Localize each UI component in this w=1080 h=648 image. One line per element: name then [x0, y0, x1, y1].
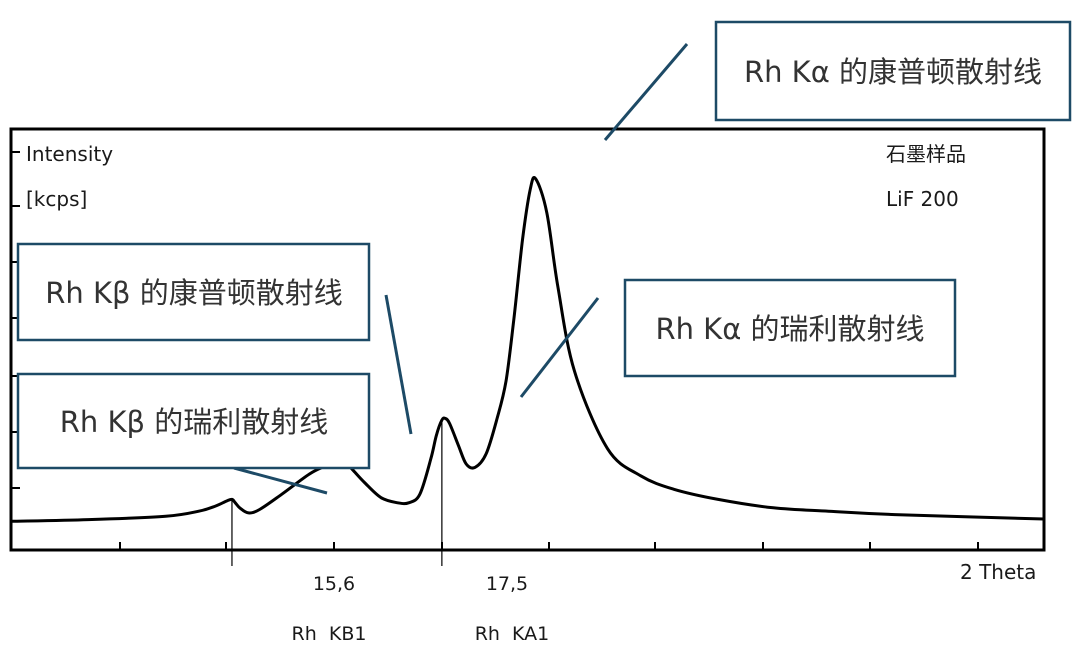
annotation-text: Rh Kα 的瑞利散射线 — [655, 312, 924, 346]
x-axis-label: 2 Theta — [960, 560, 1036, 584]
annotation-box — [623, 278, 957, 378]
leader-kb-compton — [384, 294, 413, 435]
x-axis-ticks — [119, 542, 979, 550]
sample-label: 石墨样品 — [886, 142, 966, 166]
annotation-ka-rayleigh: Rh Kα 的瑞利散射线 — [623, 278, 957, 378]
leader-kb-rayleigh — [233, 466, 328, 495]
spectrum-line — [10, 175, 1045, 523]
y-axis-label-line1: Intensity — [26, 142, 113, 166]
annotation-leaders — [233, 43, 689, 495]
annotation-kb-rayleigh: Rh Kβ 的瑞利散射线 — [16, 372, 371, 470]
annotation-ka-compton: Rh Kα 的康普顿散射线 — [714, 20, 1072, 122]
line-name-kb1: Rh KB1 — [292, 623, 367, 645]
annotation-kb-compton: Rh Kβ 的康普顿散射线 — [16, 242, 371, 342]
leader-ka-compton — [603, 43, 689, 141]
x-tick-label-ka1: 17,5 — [486, 573, 528, 595]
x-tick-label-kb1: 15,6 — [313, 573, 355, 595]
annotation-text: Rh Kβ 的康普顿散射线 — [45, 276, 343, 310]
leader-ka-rayleigh — [519, 297, 600, 398]
annotation-box — [714, 20, 1072, 122]
annotation-text: Rh Kα 的康普顿散射线 — [744, 55, 1042, 89]
annotation-box — [16, 372, 371, 470]
line-name-ka1: Rh KA1 — [475, 623, 550, 645]
annotation-box — [16, 242, 371, 342]
y-axis-label-line2: [kcps] — [26, 187, 87, 211]
crystal-label: LiF 200 — [886, 187, 959, 211]
annotation-text: Rh Kβ 的瑞利散射线 — [60, 405, 329, 439]
plot-frame — [9, 127, 1046, 552]
